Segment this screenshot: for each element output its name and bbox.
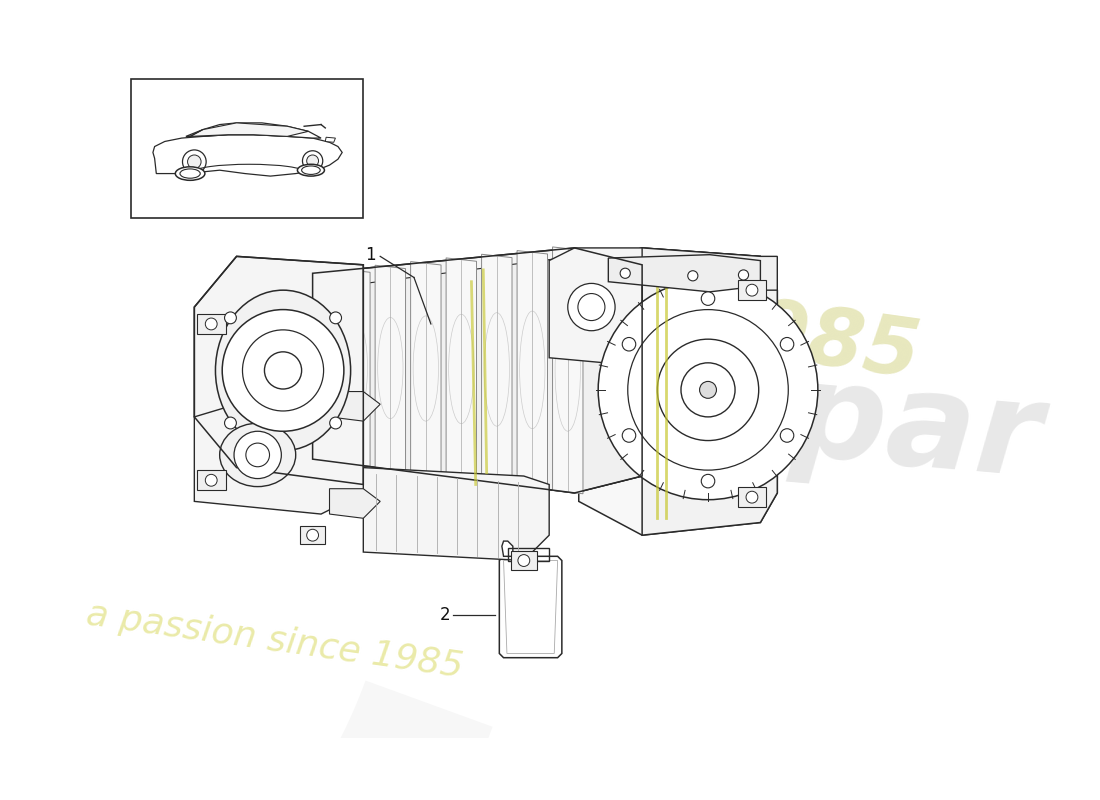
Polygon shape [447,258,476,480]
Polygon shape [195,404,363,514]
Polygon shape [312,248,642,493]
Circle shape [598,280,818,500]
Polygon shape [499,556,562,658]
Circle shape [242,330,323,411]
Circle shape [224,312,236,324]
Circle shape [330,417,341,429]
Polygon shape [131,79,363,218]
Circle shape [738,270,749,280]
Polygon shape [197,314,226,334]
Circle shape [623,429,636,442]
Ellipse shape [297,164,324,176]
Polygon shape [330,391,381,421]
Circle shape [681,363,735,417]
Polygon shape [549,248,642,366]
Circle shape [188,155,201,169]
Text: 2: 2 [440,606,450,625]
Circle shape [222,310,344,431]
Circle shape [330,312,341,324]
Polygon shape [608,254,760,292]
Ellipse shape [216,290,351,450]
Polygon shape [0,637,493,800]
Polygon shape [738,487,767,507]
Circle shape [264,352,301,389]
Ellipse shape [180,169,200,178]
Circle shape [702,474,715,488]
Circle shape [688,270,697,281]
Polygon shape [410,262,441,475]
Circle shape [206,474,217,486]
Text: 1: 1 [365,246,376,264]
Circle shape [307,530,319,541]
Polygon shape [330,489,381,518]
Polygon shape [197,470,226,490]
Circle shape [623,338,636,351]
Polygon shape [153,134,342,176]
Ellipse shape [175,167,205,180]
Polygon shape [195,256,363,485]
Polygon shape [642,248,778,535]
Circle shape [700,382,716,398]
Circle shape [578,294,605,321]
Polygon shape [186,123,321,138]
Polygon shape [502,541,513,556]
Circle shape [702,292,715,306]
Circle shape [206,318,217,330]
Polygon shape [517,250,548,489]
Polygon shape [738,280,767,300]
Circle shape [518,554,530,566]
Polygon shape [579,248,778,290]
Circle shape [568,283,615,330]
Circle shape [224,417,236,429]
Text: 1985: 1985 [693,286,925,395]
Circle shape [183,150,206,174]
Polygon shape [375,266,406,471]
Circle shape [658,339,759,441]
Circle shape [234,431,282,478]
Circle shape [302,150,322,171]
Polygon shape [512,551,537,570]
Text: eurorepar: eurorepar [296,313,1046,504]
Polygon shape [363,467,549,561]
Polygon shape [190,123,308,136]
Circle shape [746,284,758,296]
Circle shape [628,310,789,470]
Circle shape [780,429,794,442]
Ellipse shape [301,166,320,174]
Text: a passion since 1985: a passion since 1985 [85,598,465,684]
Polygon shape [482,254,512,485]
Polygon shape [326,138,336,142]
Polygon shape [340,269,370,466]
Circle shape [246,443,270,466]
Polygon shape [312,256,642,493]
Circle shape [780,338,794,351]
Polygon shape [552,247,583,494]
Polygon shape [300,526,326,545]
Circle shape [620,268,630,278]
Circle shape [307,155,319,167]
Polygon shape [579,248,778,535]
Circle shape [746,491,758,503]
Ellipse shape [220,423,296,486]
